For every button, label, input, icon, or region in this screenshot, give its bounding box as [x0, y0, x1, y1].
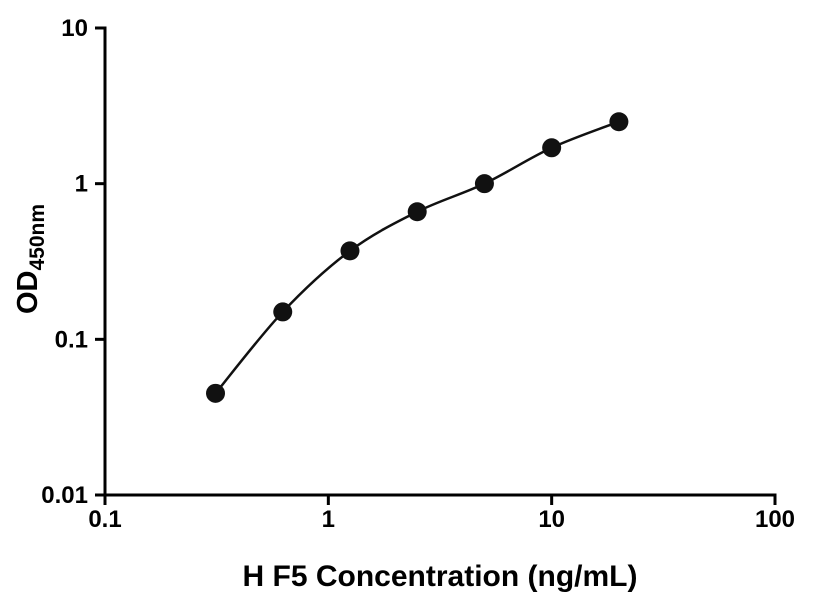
data-point: [609, 112, 629, 132]
y-axis-title-subscript: 450nm: [26, 203, 49, 271]
x-tick-label: 0.1: [88, 506, 121, 533]
y-tick-label: 1: [75, 171, 88, 198]
data-point: [340, 241, 360, 261]
y-axis-title: OD450nm: [12, 204, 50, 314]
x-axis-title: H F5 Concentration (ng/mL): [242, 560, 638, 593]
data-point: [474, 174, 494, 194]
data-point: [273, 302, 293, 322]
y-tick-label: 0.1: [55, 326, 88, 353]
fit-curve: [214, 120, 620, 395]
x-tick-label: 1: [322, 506, 335, 533]
y-axis-title-main: OD: [12, 270, 44, 315]
data-point: [206, 383, 226, 403]
y-tick-label: 0.01: [41, 482, 88, 509]
x-tick-label: 100: [755, 506, 795, 533]
data-point: [407, 202, 427, 222]
y-tick-label: 10: [61, 15, 88, 42]
data-point: [542, 138, 562, 158]
x-tick-label: 10: [538, 506, 565, 533]
axis-lines: [103, 26, 777, 497]
